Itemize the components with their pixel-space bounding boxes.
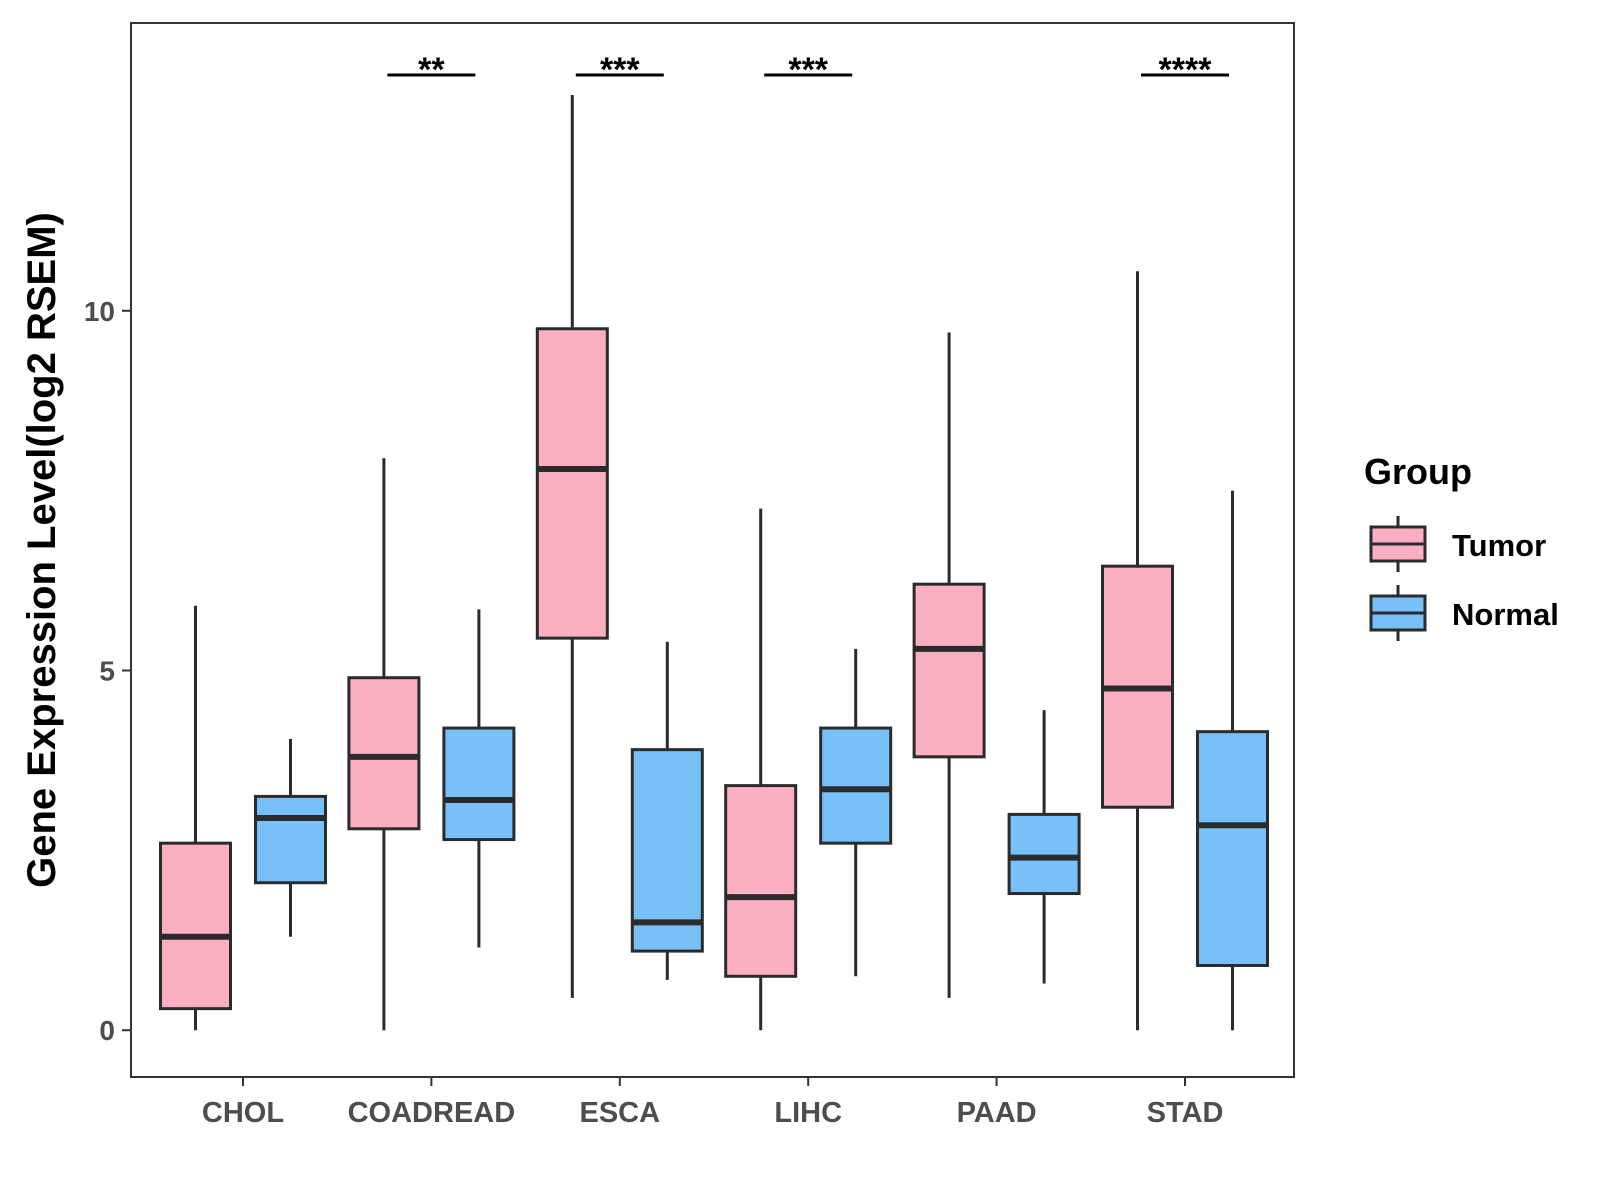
y-axis-title: Gene Expression Level(log2 RSEM) (20, 212, 64, 888)
x-tick-label-chol: CHOL (202, 1097, 284, 1129)
x-tick-label-paad: PAAD (957, 1097, 1037, 1129)
box-normal-paad (1007, 710, 1081, 984)
box-normal-lihc (819, 648, 893, 977)
iqr-box (630, 748, 704, 953)
legend-item-normal: Normal (1369, 585, 1559, 641)
box-normal-chol (254, 738, 327, 937)
significance-label-stad: **** (1159, 51, 1213, 89)
significance-label-coadread: ** (418, 51, 445, 89)
x-tick-label-lihc: LIHC (774, 1097, 842, 1129)
box-tumor-coadread (347, 458, 421, 1031)
box-tumor-stad (1101, 271, 1174, 1031)
iqr-box (1196, 730, 1269, 967)
x-axis: CHOL COADREAD ESCA LIHC PAAD STAD (202, 1077, 1223, 1129)
iqr-box (347, 676, 421, 831)
y-tick-label: 0 (99, 1015, 115, 1046)
legend-item-tumor: Tumor (1369, 516, 1546, 572)
x-tick-label-esca: ESCA (580, 1097, 661, 1129)
legend-label-normal: Normal (1452, 597, 1559, 632)
iqr-box (535, 327, 609, 640)
box-tumor-paad (912, 332, 986, 998)
iqr-box (159, 841, 232, 1011)
box-normal-coadread (442, 609, 516, 948)
box-tumor-chol (159, 605, 232, 1031)
legend-label-tumor: Tumor (1452, 528, 1546, 563)
box-tumor-lihc (724, 508, 798, 1031)
iqr-box (442, 726, 516, 842)
iqr-box (724, 784, 798, 978)
box-normal-stad (1196, 490, 1269, 1031)
y-tick-label: 5 (99, 656, 115, 687)
box-layer (159, 94, 1269, 1031)
significance-label-lihc: *** (788, 51, 828, 89)
y-tick-label: 10 (84, 296, 115, 327)
y-axis: 0 5 10 (84, 296, 131, 1046)
iqr-box (912, 582, 986, 759)
iqr-box (819, 726, 893, 845)
iqr-box (254, 794, 327, 885)
legend: Group Tumor Normal (1364, 451, 1559, 641)
significance-layer: ** *** *** **** (387, 51, 1229, 89)
box-normal-esca (630, 641, 704, 980)
panel-border (130, 22, 1295, 1078)
legend-title: Group (1364, 451, 1472, 492)
x-tick-label-stad: STAD (1147, 1097, 1224, 1129)
x-tick-label-coadread: COADREAD (348, 1097, 516, 1129)
iqr-box (1007, 812, 1081, 896)
box-tumor-esca (535, 94, 609, 998)
significance-label-esca: *** (600, 51, 640, 89)
